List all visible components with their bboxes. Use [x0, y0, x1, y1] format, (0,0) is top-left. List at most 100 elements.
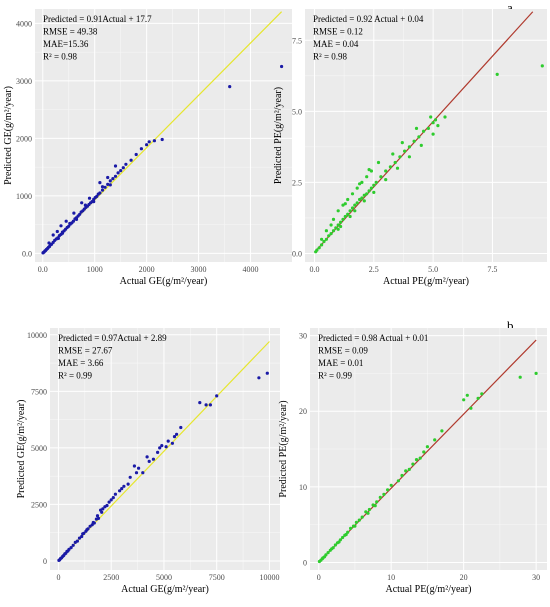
y-tick-label: 2500 — [31, 500, 47, 509]
x-tick-label: 0.0 — [309, 265, 319, 274]
data-point — [164, 445, 168, 449]
data-point — [422, 129, 426, 133]
data-point — [339, 224, 343, 229]
y-tick-label: 2000 — [16, 134, 32, 143]
data-point — [462, 398, 466, 402]
data-point — [92, 200, 96, 204]
data-point — [83, 203, 87, 207]
data-point — [403, 149, 407, 153]
y-tick-label: 5000 — [31, 444, 47, 453]
data-point — [353, 203, 357, 207]
data-point — [331, 229, 336, 233]
data-point — [108, 183, 112, 187]
x-tick-label: 10 — [387, 573, 395, 582]
stats-line: RMSE = 27.67 — [58, 346, 113, 356]
y-tick-label: 2.5 — [292, 178, 302, 187]
data-point — [156, 450, 160, 454]
data-point — [379, 175, 383, 179]
data-point — [106, 182, 110, 186]
data-point — [175, 432, 179, 436]
data-point — [391, 152, 395, 156]
data-point — [81, 532, 85, 536]
data-point — [151, 457, 155, 461]
data-point — [320, 237, 324, 241]
data-point — [407, 145, 411, 149]
data-point — [111, 177, 115, 181]
data-point — [100, 510, 104, 514]
data-point — [343, 214, 347, 219]
data-point — [465, 393, 469, 397]
data-point — [353, 209, 357, 213]
stats-line: RMSE = 49.38 — [43, 27, 98, 37]
data-point — [122, 484, 126, 488]
data-point — [160, 137, 164, 142]
data-point — [324, 553, 328, 557]
data-point — [64, 219, 68, 223]
data-point — [336, 223, 340, 227]
data-point — [365, 175, 369, 179]
y-tick-label: 1000 — [16, 192, 32, 201]
data-point — [540, 64, 544, 68]
data-point — [366, 511, 370, 515]
x-axis-title: Actual PE(g/m²/year) — [385, 584, 471, 595]
data-point — [388, 165, 392, 169]
data-point — [170, 441, 174, 445]
data-point — [339, 220, 343, 224]
x-tick-label: 2000 — [139, 265, 155, 274]
x-tick-label: 10000 — [259, 573, 279, 582]
data-point — [60, 231, 65, 235]
data-point — [400, 141, 404, 145]
data-point — [358, 182, 362, 186]
data-point — [360, 515, 364, 519]
y-tick-label: 3000 — [16, 77, 32, 86]
data-point — [100, 188, 105, 192]
data-point — [418, 456, 422, 460]
data-point — [59, 224, 63, 228]
data-point — [139, 147, 143, 151]
data-point — [78, 212, 82, 216]
data-point — [321, 556, 325, 560]
x-axis-title: Actual GE(g/m²/year) — [120, 276, 208, 287]
x-tick-label: 5.0 — [428, 265, 438, 274]
data-point — [440, 429, 444, 433]
data-point — [109, 498, 113, 502]
data-point — [384, 169, 388, 173]
data-point — [348, 209, 352, 213]
y-tick-label: 5.0 — [292, 107, 302, 116]
data-point — [172, 435, 177, 439]
data-point — [72, 211, 76, 215]
data-point — [107, 500, 111, 504]
y-axis-title: Predicted GE(g/m²/year) — [3, 86, 14, 185]
data-point — [425, 445, 429, 449]
x-tick-label: 7500 — [209, 573, 225, 582]
data-point — [113, 492, 117, 496]
y-tick-label: 4000 — [16, 19, 32, 28]
data-point — [119, 169, 123, 173]
data-point — [369, 169, 373, 173]
data-point — [113, 174, 118, 178]
data-point — [280, 64, 284, 69]
stats-line: MAE = 3.66 — [58, 358, 104, 368]
panel-label-b: b — [507, 318, 514, 333]
data-point — [341, 203, 345, 207]
data-point — [228, 85, 232, 89]
data-point — [346, 212, 350, 216]
data-point — [166, 439, 170, 443]
y-tick-label: 7.5 — [292, 36, 302, 45]
data-point — [87, 196, 92, 200]
data-point — [414, 126, 419, 130]
data-point — [374, 180, 378, 184]
data-point — [124, 162, 128, 166]
data-point — [372, 190, 376, 194]
data-point — [433, 438, 437, 442]
y-tick-label: 10000 — [27, 331, 47, 340]
data-point — [75, 539, 79, 543]
data-point — [360, 180, 364, 184]
data-point — [353, 524, 357, 528]
data-point — [331, 217, 336, 221]
data-point — [411, 462, 415, 466]
data-point — [336, 209, 340, 213]
data-point — [378, 495, 382, 499]
